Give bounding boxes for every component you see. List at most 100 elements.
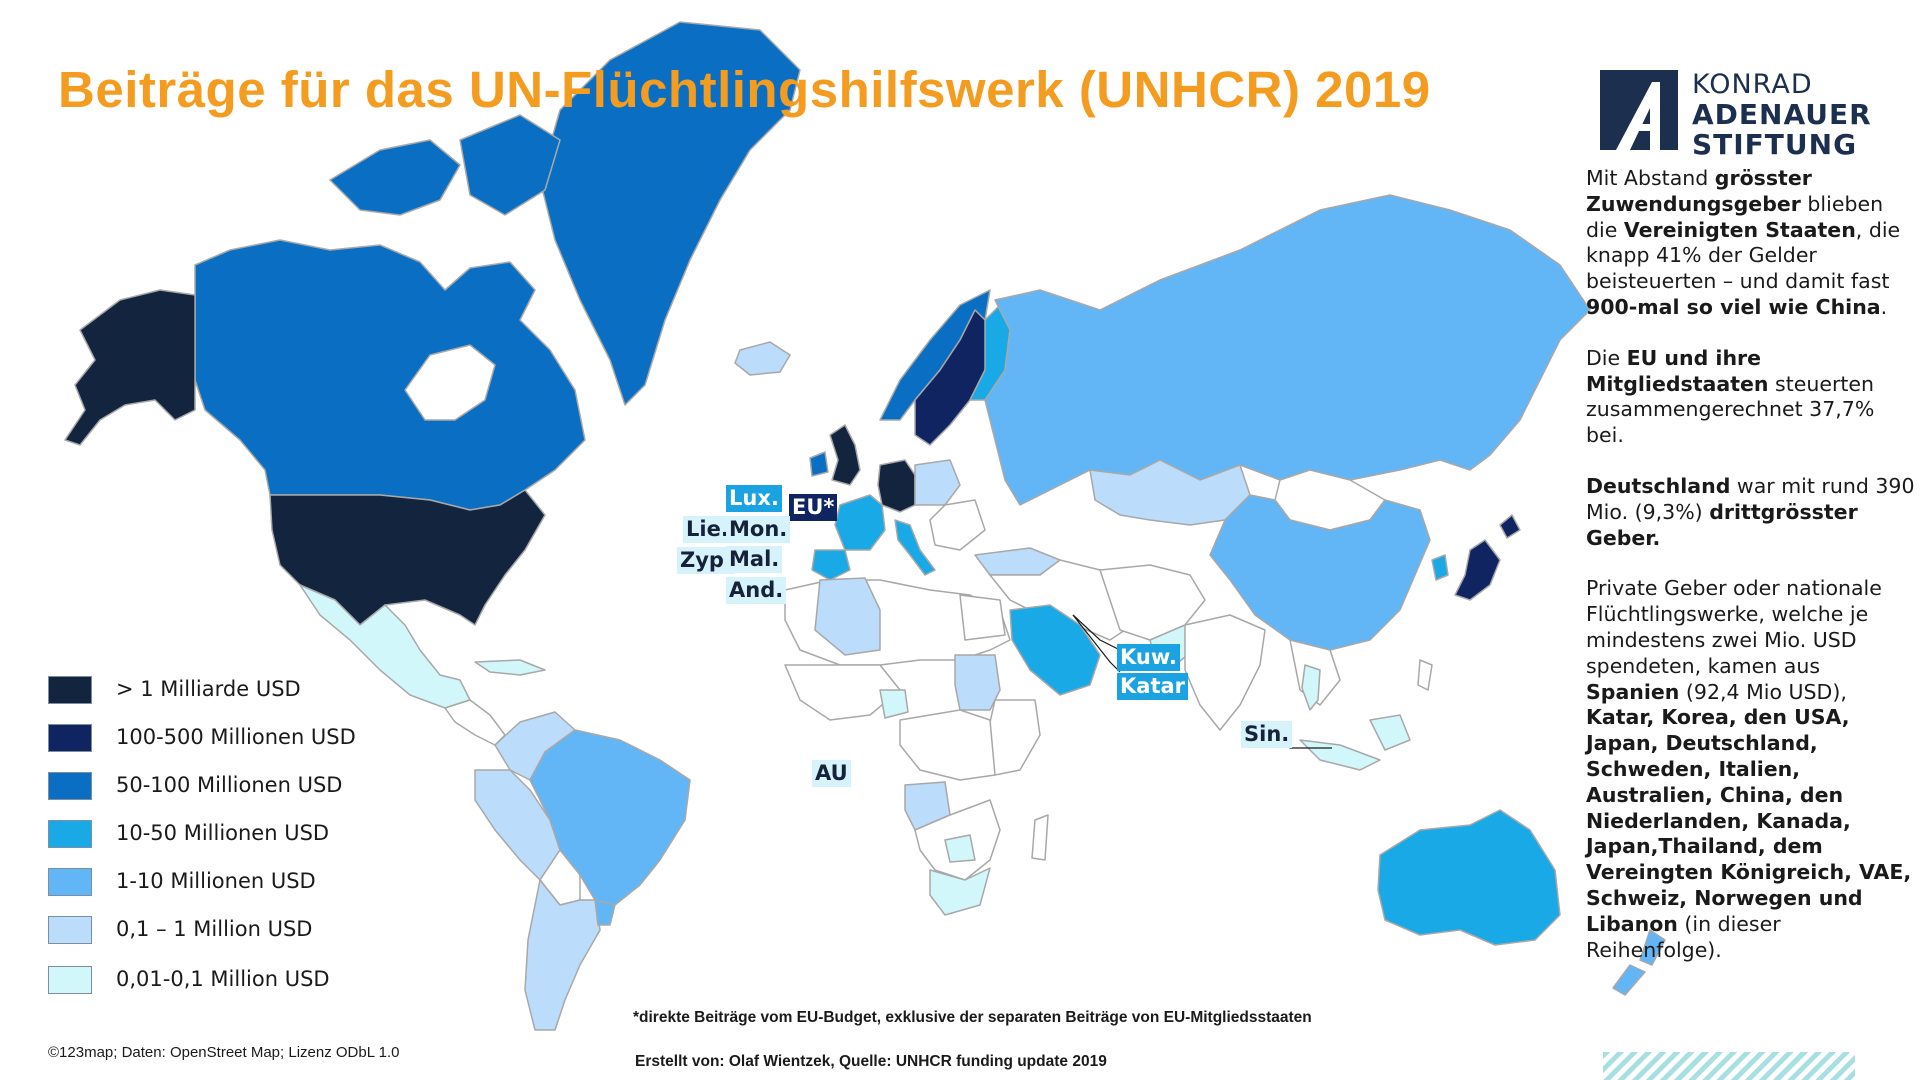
info-text: blieben die <box>1586 191 1884 242</box>
map-germany <box>877 459 916 513</box>
map-russia <box>984 194 1591 506</box>
kuwait-pointer <box>1072 614 1121 651</box>
logo-line-stiftung: STIFTUNG <box>1692 128 1858 161</box>
legend-item: 0,01-0,1 Million USD <box>48 962 468 998</box>
map-uruguay <box>594 899 616 926</box>
map-central-africa <box>899 709 996 781</box>
info-bold-text: drittgrösster Geber. <box>1586 499 1858 550</box>
map-cuba <box>474 659 546 676</box>
legend-item: 0,1 – 1 Million USD <box>48 912 468 948</box>
info-bold-text: 900-mal so viel wie China <box>1586 294 1881 319</box>
kas-logo-text: KONRAD ADENAUER STIFTUNG <box>1692 70 1872 160</box>
label-liechtenstein: Lie. <box>683 516 732 543</box>
legend-label: > 1 Milliarde USD <box>116 677 301 701</box>
legend-swatch <box>48 676 92 704</box>
map-ireland <box>809 451 829 477</box>
logo-line-konrad: KONRAD <box>1692 69 1813 100</box>
map-uk <box>829 424 861 486</box>
map-alaska <box>64 289 196 446</box>
label-monaco: Mon. <box>726 516 791 543</box>
legend-label: 100-500 Millionen USD <box>116 725 356 749</box>
legend-label: 0,01-0,1 Million USD <box>116 967 330 991</box>
legend-swatch <box>48 724 92 752</box>
legend-swatch <box>48 916 92 944</box>
label-luxembourg: Lux. <box>726 485 782 512</box>
kas-logo-mark-icon <box>1600 70 1678 150</box>
map-hokkaido <box>1499 514 1521 539</box>
info-panel: Mit Abstand grösster Zuwendungsgeber bli… <box>1586 166 1916 988</box>
map-hudson-bay <box>404 344 496 421</box>
info-bold-text: EU und ihre Mitgliedstaaten <box>1586 345 1769 396</box>
map-egypt <box>959 594 1006 641</box>
map-usa <box>269 489 546 626</box>
map-saudi-arabia <box>1009 604 1101 696</box>
map-algeria <box>814 577 881 656</box>
label-katar: Katar <box>1117 673 1189 700</box>
map-china <box>1209 494 1431 651</box>
map-poland <box>914 459 961 506</box>
map-sudan <box>954 654 1001 711</box>
map-borneo <box>1369 714 1411 751</box>
legend-item: 100-500 Millionen USD <box>48 720 468 756</box>
legend-label: 50-100 Millionen USD <box>116 773 343 797</box>
map-iceland <box>734 341 791 376</box>
map-botswana <box>944 834 976 863</box>
map-nigeria <box>879 689 909 719</box>
info-paragraph-3: Deutschland war mit rund 390 Mio. (9,3%)… <box>1586 474 1916 551</box>
source-credit: Erstellt von: Olaf Wientzek, Quelle: UNH… <box>635 1053 1107 1070</box>
label-singapore: Sin. <box>1241 721 1293 748</box>
map-new-zealand <box>1639 929 1666 966</box>
legend-item: 50-100 Millionen USD <box>48 768 468 804</box>
map-korea <box>1431 554 1449 581</box>
map-greenland <box>539 21 801 406</box>
label-african-union: AU <box>812 760 851 787</box>
legend-label: 0,1 – 1 Million USD <box>116 917 313 941</box>
map-new-zealand-s <box>1612 964 1646 996</box>
legend-item: 10-50 Millionen USD <box>48 816 468 852</box>
logo-line-adenauer: ADENAUER <box>1692 98 1872 131</box>
info-paragraph-1: Mit Abstand grösster Zuwendungsgeber bli… <box>1586 166 1916 321</box>
info-bold-text: Katar, Korea, den USA, Japan, Deutschlan… <box>1586 705 1912 936</box>
map-canada-islands <box>329 139 461 216</box>
map-france <box>834 494 886 551</box>
info-text: Mit Abstand <box>1586 166 1715 190</box>
info-paragraph-2: Die EU und ihre Mitgliedstaaten steuerte… <box>1586 346 1916 449</box>
label-andorra: And. <box>726 577 787 604</box>
info-bold-text: Spanien <box>1586 679 1680 704</box>
label-eu: EU* <box>789 494 838 521</box>
map-madagascar <box>1031 814 1049 861</box>
map-mexico <box>299 584 471 709</box>
legend-item: > 1 Milliarde USD <box>48 672 468 708</box>
kas-logo: KONRAD ADENAUER STIFTUNG <box>1600 70 1900 160</box>
legend-item: 1-10 Millionen USD <box>48 864 468 900</box>
label-malta: Mal. <box>726 546 783 573</box>
legend-swatch <box>48 868 92 896</box>
info-bold-text: Vereinigten Staaten <box>1623 217 1856 242</box>
map-spain <box>811 549 851 581</box>
info-text: , die knapp 41% der Gelder beisteuerten … <box>1586 217 1901 294</box>
label-kuwait: Kuw. <box>1117 644 1180 671</box>
info-text: Private Geber oder nationale Flüchtlings… <box>1586 576 1882 678</box>
legend-swatch <box>48 966 92 994</box>
legend-label: 10-50 Millionen USD <box>116 821 330 845</box>
legend-swatch <box>48 820 92 848</box>
info-paragraph-4: Private Geber oder nationale Flüchtlings… <box>1586 576 1916 963</box>
info-text: . <box>1880 294 1888 319</box>
map-title: Beiträge für das UN-Flüchtlingshilfswerk… <box>58 61 1431 118</box>
legend-swatch <box>48 772 92 800</box>
legend-label: 1-10 Millionen USD <box>116 869 316 893</box>
map-thailand <box>1301 664 1321 711</box>
info-text: (in dieser Reihenfolge). <box>1586 911 1781 962</box>
map-canada <box>194 239 586 511</box>
info-bold-text: grösster Zuwendungsgeber <box>1586 166 1812 216</box>
map-indonesia <box>1299 739 1381 771</box>
map-india <box>1184 614 1266 731</box>
map-japan <box>1454 539 1501 601</box>
map-copyright: ©123map; Daten: OpenStreet Map; Lizenz O… <box>48 1044 400 1061</box>
label-cyprus: Zyp. <box>677 547 735 574</box>
info-bold-text: Deutschland <box>1586 473 1731 498</box>
map-australia <box>1377 809 1561 946</box>
map-south-africa <box>929 867 991 916</box>
map-italy <box>894 519 936 576</box>
katar-pointer <box>1072 614 1121 673</box>
